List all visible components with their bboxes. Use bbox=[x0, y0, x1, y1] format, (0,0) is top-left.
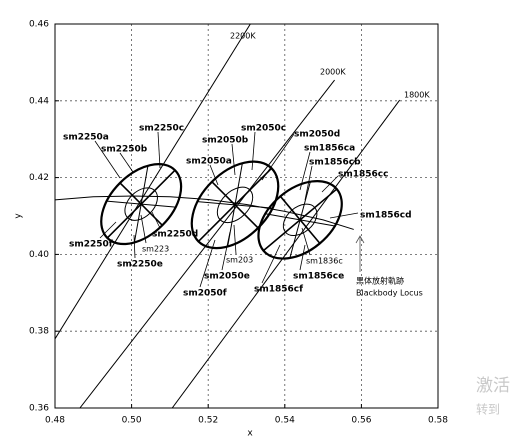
point-label: sm2050c bbox=[241, 124, 286, 134]
x-tick-label: 0.52 bbox=[198, 416, 218, 426]
leader-line bbox=[133, 234, 136, 259]
isotherm-line bbox=[171, 99, 401, 408]
point-label: sm2250d bbox=[152, 230, 198, 240]
y-tick-label: 0.42 bbox=[29, 173, 49, 183]
isotherm-label: 1800K bbox=[404, 91, 430, 100]
point-label: sm2250f bbox=[69, 240, 113, 250]
point-label: sm2250a bbox=[63, 133, 109, 143]
point-label: sm2250e bbox=[117, 260, 163, 270]
plot-frame bbox=[54, 23, 439, 409]
ellipse-spoke bbox=[197, 201, 273, 209]
point-label: sm1856cc bbox=[338, 170, 388, 180]
point-label: sm2050e bbox=[204, 272, 250, 282]
isotherm-line bbox=[55, 24, 251, 340]
x-tick-label: 0.54 bbox=[275, 416, 295, 426]
watermark: 转到 bbox=[476, 402, 500, 417]
y-tick-label: 0.40 bbox=[29, 250, 49, 260]
leader-line bbox=[304, 165, 313, 201]
leader-line bbox=[261, 133, 295, 181]
y-tick-label: 0.46 bbox=[29, 20, 49, 30]
leader-line bbox=[151, 211, 161, 229]
point-label: sm2050f bbox=[183, 289, 227, 299]
point-label: sm2250b bbox=[101, 145, 148, 155]
x-tick-label: 0.50 bbox=[122, 416, 142, 426]
point-label: sm2050b bbox=[202, 136, 249, 146]
ellipse-spoke bbox=[265, 213, 335, 227]
leader-line bbox=[299, 244, 306, 271]
point-label: sm2050a bbox=[186, 157, 232, 167]
leader-line bbox=[301, 227, 311, 256]
y-tick-label: 0.38 bbox=[29, 327, 49, 337]
point-label: sm1856ca bbox=[304, 144, 355, 154]
x-tick-label: 0.48 bbox=[45, 416, 65, 426]
isotherm-line bbox=[79, 79, 335, 408]
leader-line bbox=[99, 221, 117, 239]
ellipse-spoke bbox=[106, 200, 176, 208]
y-tick-label: 0.44 bbox=[29, 96, 49, 106]
annotation: Blackbody Locus bbox=[356, 289, 423, 298]
leader-line bbox=[209, 164, 219, 186]
leader-line bbox=[261, 244, 281, 284]
x-tick-label: 0.56 bbox=[351, 416, 371, 426]
point-label: sm2250c bbox=[139, 124, 184, 134]
leader-line bbox=[233, 224, 237, 255]
leader-line bbox=[329, 212, 359, 219]
leader-line bbox=[119, 152, 134, 173]
isotherm-label: 2200K bbox=[230, 32, 256, 41]
point-label: sm203 bbox=[226, 256, 253, 265]
isotherm-label: 2000K bbox=[320, 68, 346, 77]
leader-line bbox=[94, 140, 121, 179]
point-label: sm1856cf bbox=[254, 285, 303, 295]
y-tick-label: 0.36 bbox=[29, 404, 49, 414]
watermark: 激活 bbox=[476, 376, 510, 396]
blackbody-locus bbox=[54, 195, 354, 230]
point-label: sm1856ce bbox=[293, 272, 344, 282]
point-label: sm1856cd bbox=[360, 211, 412, 221]
leader-line bbox=[140, 214, 147, 244]
leader-line bbox=[231, 143, 236, 176]
leader-line bbox=[299, 151, 311, 191]
point-label: sm223 bbox=[142, 245, 169, 254]
leader-line bbox=[157, 131, 161, 169]
point-label: sm2050d bbox=[294, 130, 340, 140]
x-tick-label: 0.58 bbox=[428, 416, 448, 426]
point-label: sm1836c bbox=[306, 257, 343, 266]
y-axis-label: y bbox=[14, 213, 24, 219]
point-label: sm1856cb bbox=[309, 158, 361, 168]
leader-line bbox=[321, 175, 339, 193]
leader-line bbox=[199, 239, 216, 288]
x-axis-label: x bbox=[247, 429, 253, 439]
leader-line bbox=[221, 231, 231, 271]
leader-line bbox=[251, 131, 256, 171]
annotation: 黒体放射軌跡 bbox=[356, 276, 404, 286]
annotation-arrowhead bbox=[355, 235, 365, 244]
